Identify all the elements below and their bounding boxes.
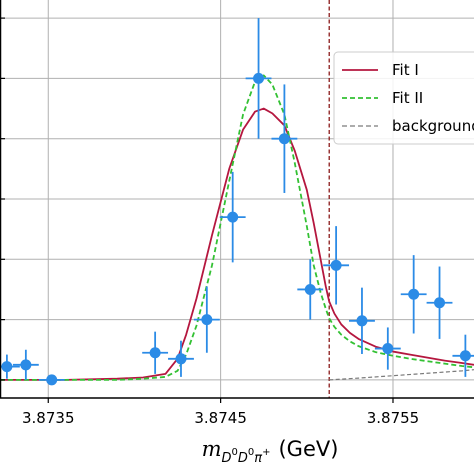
data-point-14 bbox=[426, 266, 453, 339]
x-axis-label-sup-2: 0 bbox=[248, 447, 254, 458]
data-point-8-marker bbox=[278, 133, 290, 145]
data-point-9 bbox=[297, 259, 324, 320]
data-point-3 bbox=[142, 331, 169, 374]
x-axis-label-sub-3: π bbox=[254, 451, 262, 466]
data-points bbox=[0, 18, 474, 386]
data-point-10-marker bbox=[330, 259, 342, 271]
data-point-5 bbox=[193, 286, 220, 353]
data-point-1-marker bbox=[20, 359, 32, 371]
data-point-11 bbox=[349, 287, 375, 354]
data-point-14-marker bbox=[434, 297, 446, 309]
data-point-11-marker bbox=[356, 315, 368, 327]
legend-label-0: Fit I bbox=[392, 61, 419, 79]
legend-box bbox=[333, 51, 474, 145]
data-point-2-marker bbox=[46, 374, 58, 386]
data-point-2 bbox=[38, 374, 65, 386]
data-point-3-marker bbox=[149, 347, 161, 359]
x-tick-label-0: 3.8735 bbox=[22, 409, 75, 427]
series-background-curve bbox=[329, 369, 474, 381]
x-axis-label-unit: (GeV) bbox=[278, 437, 338, 461]
data-point-15 bbox=[452, 334, 474, 377]
data-point-12-marker bbox=[382, 343, 394, 355]
data-point-7-marker bbox=[253, 72, 265, 84]
legend-label-1: Fit II bbox=[392, 89, 423, 107]
series-fit-i-curve bbox=[0, 107, 474, 381]
data-point-1 bbox=[12, 349, 39, 380]
data-point-4 bbox=[168, 340, 194, 377]
data-point-12 bbox=[374, 327, 401, 370]
legend: Fit I Fit II background bbox=[333, 51, 474, 145]
axes-frame bbox=[0, 0, 474, 399]
data-point-13 bbox=[400, 255, 427, 334]
data-point-13-marker bbox=[408, 288, 420, 300]
x-tick-label-1: 3.8745 bbox=[194, 409, 247, 427]
legend-label-2: background bbox=[392, 117, 474, 135]
data-point-0 bbox=[0, 354, 20, 379]
data-point-8 bbox=[271, 84, 298, 193]
x-axis-label-sup-1: 0 bbox=[232, 447, 238, 458]
x-axis-label: mD0D0π+ (GeV) bbox=[202, 437, 339, 466]
x-axis-label-sub-2: D bbox=[238, 451, 248, 466]
x-axis-label-base: m bbox=[202, 437, 222, 461]
data-point-6-marker bbox=[227, 211, 239, 223]
x-axis-label-sup-3: + bbox=[262, 447, 270, 458]
data-point-4-marker bbox=[175, 353, 187, 365]
data-point-10 bbox=[323, 226, 350, 305]
data-point-15-marker bbox=[459, 350, 471, 362]
x-axis-label-sub-1: D bbox=[221, 451, 231, 466]
data-point-5-marker bbox=[201, 314, 213, 326]
x-tick-label-2: 3.8755 bbox=[367, 409, 420, 427]
series-fit-ii-curve bbox=[0, 74, 474, 381]
data-point-7 bbox=[245, 18, 272, 139]
data-point-0-marker bbox=[1, 361, 13, 373]
data-point-6 bbox=[219, 171, 246, 263]
data-point-9-marker bbox=[304, 283, 316, 295]
